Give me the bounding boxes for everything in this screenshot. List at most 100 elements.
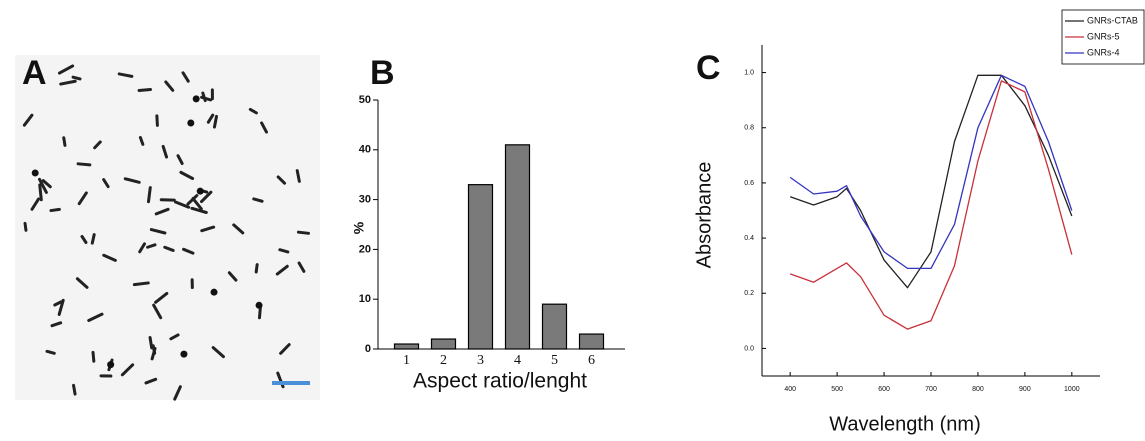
y-tick-label: 20 [359, 243, 371, 255]
rod [154, 207, 170, 216]
rod [296, 230, 311, 235]
rod [102, 178, 110, 189]
x-tick-label: 800 [972, 386, 984, 393]
sphere [210, 288, 218, 296]
rod [155, 114, 159, 127]
tem-particles [22, 64, 311, 401]
sphere [31, 169, 39, 177]
sphere [180, 350, 188, 358]
line-series [789, 74, 1073, 270]
rod [76, 162, 92, 167]
rod [254, 263, 259, 274]
rod [38, 177, 48, 194]
x-tick-label: 6 [588, 353, 595, 368]
bar [578, 333, 605, 350]
rod [30, 197, 41, 211]
rod [71, 75, 82, 81]
rod [154, 291, 169, 304]
rod [169, 333, 180, 341]
y-tick-label: 0.8 [744, 125, 754, 132]
sphere [192, 95, 200, 103]
rod [123, 177, 141, 184]
rod [297, 261, 306, 273]
panel-label: A [22, 54, 47, 92]
rod [275, 264, 289, 276]
bar [393, 343, 420, 350]
rod [62, 136, 67, 147]
rod [72, 383, 77, 396]
x-tick-label: 500 [831, 386, 843, 393]
x-tick-label: 900 [1019, 386, 1031, 393]
rod [91, 350, 96, 363]
rod [176, 154, 184, 166]
rod [75, 277, 89, 289]
rod [276, 175, 287, 185]
rod [232, 223, 245, 235]
rod [152, 303, 163, 320]
y-tick-label: 0.4 [744, 235, 754, 242]
rod [120, 363, 135, 377]
rod [181, 71, 190, 83]
rod [163, 245, 175, 252]
rod [77, 191, 88, 206]
y-tick-label: 30 [359, 194, 371, 206]
rod [200, 225, 216, 233]
x-tick-label: 5 [551, 353, 558, 368]
x-tick-label: 2 [440, 353, 447, 368]
x-tick-label: 400 [784, 386, 796, 393]
x-tick-label: 700 [925, 386, 937, 393]
y-tick-label: 50 [359, 94, 371, 106]
sphere [255, 301, 263, 309]
rod [260, 121, 268, 134]
rod [138, 136, 145, 146]
line-series [789, 80, 1073, 330]
legend-label: GNRs-CTAB [1087, 15, 1138, 25]
rod [182, 247, 195, 255]
rod [295, 169, 301, 183]
rod [149, 228, 167, 235]
rod [148, 335, 154, 350]
rod [117, 72, 134, 78]
sphere [196, 187, 204, 195]
x-tick-label: 4 [514, 353, 521, 368]
rod [50, 321, 63, 328]
rod [186, 194, 199, 206]
x-axis-label: Aspect ratio/lenght [413, 370, 587, 393]
rod [146, 186, 152, 204]
rod [278, 248, 290, 254]
rod [132, 281, 150, 287]
rod [179, 170, 195, 180]
bar [504, 144, 531, 350]
rod [151, 344, 157, 355]
x-tick-label: 1000 [1064, 386, 1080, 393]
bar [467, 184, 494, 350]
rod [191, 197, 203, 211]
legend-label: GNRs-5 [1087, 31, 1120, 41]
x-tick-label: 1 [403, 353, 410, 368]
bar [430, 338, 457, 350]
y-tick-label: 0.6 [744, 180, 754, 187]
rod [252, 197, 264, 203]
rod [22, 113, 34, 127]
y-tick-label: 40 [359, 144, 371, 156]
y-tick-label: 1.0 [744, 69, 754, 76]
rod [59, 79, 77, 86]
y-tick-label: 0.0 [744, 345, 754, 352]
rod [80, 235, 88, 244]
rod [212, 114, 219, 129]
rod [206, 113, 215, 124]
panel-label: B [370, 54, 395, 92]
rod [144, 377, 158, 385]
rod [41, 179, 52, 189]
y-tick-label: 10 [359, 293, 371, 305]
rod [200, 190, 213, 204]
tem-image [15, 55, 320, 400]
rod [38, 183, 43, 202]
y-tick-label: 0.2 [744, 290, 754, 297]
panel-label: C [696, 49, 721, 87]
rod [102, 253, 117, 262]
y-axis-label: Absorbance [693, 162, 715, 269]
rod [57, 64, 75, 75]
rod [227, 271, 238, 282]
rod [164, 80, 175, 92]
